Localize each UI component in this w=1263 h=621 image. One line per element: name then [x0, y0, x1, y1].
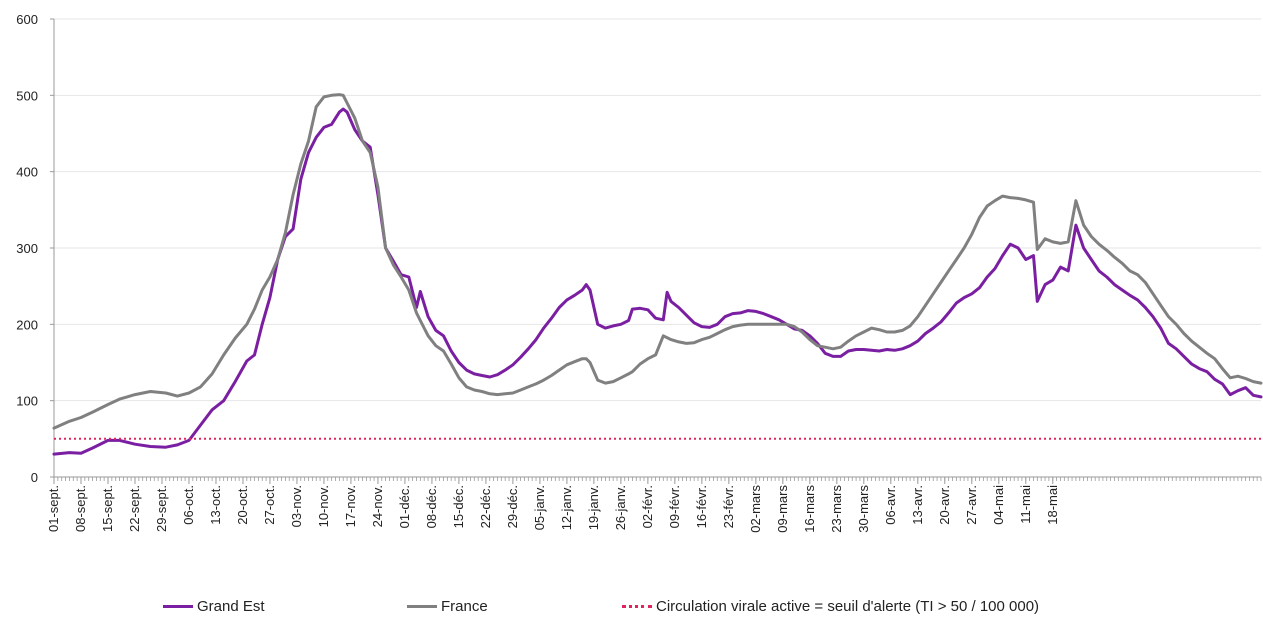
- x-tick-label: 20-avr.: [937, 485, 952, 525]
- y-tick-label: 400: [16, 165, 38, 180]
- x-tick-label: 22-déc.: [478, 485, 493, 528]
- x-tick-label: 04-mai: [991, 485, 1006, 525]
- x-tick-label: 05-janv.: [532, 485, 547, 530]
- x-tick-label: 06-oct.: [181, 485, 196, 525]
- x-tick-label: 27-avr.: [964, 485, 979, 525]
- x-tick-label: 22-sept.: [127, 485, 142, 532]
- x-tick-label: 29-déc.: [505, 485, 520, 528]
- legend: Grand Est France Circulation virale acti…: [0, 598, 1263, 620]
- x-tick-label: 02-mars: [748, 485, 763, 533]
- x-tick-label: 30-mars: [856, 485, 871, 533]
- legend-label-grand-est: Grand Est: [197, 598, 265, 615]
- y-tick-label: 100: [16, 394, 38, 409]
- legend-label-threshold: Circulation virale active = seuil d'aler…: [656, 598, 1040, 615]
- x-tick-label: 03-nov.: [289, 485, 304, 527]
- x-tick-label: 01-déc.: [397, 485, 412, 528]
- y-tick-label: 600: [16, 12, 38, 27]
- gridlines: [54, 18, 1261, 402]
- x-tick-label: 24-nov.: [370, 485, 385, 527]
- x-tick-label: 08-déc.: [424, 485, 439, 528]
- x-tick-label: 26-janv.: [613, 485, 628, 530]
- y-tick-label: 0: [31, 470, 38, 485]
- y-axis-ticks: 0 100 200 300 400 500 600: [16, 12, 38, 485]
- legend-swatch-threshold: [622, 605, 652, 608]
- x-tick-label: 16-mars: [802, 485, 817, 533]
- x-tick-label: 02-févr.: [640, 485, 655, 528]
- x-tick-label: 13-avr.: [910, 485, 925, 525]
- series-lines: [52, 93, 1263, 456]
- x-tick-label: 23-févr.: [721, 485, 736, 528]
- series-line-1: [52, 93, 1263, 430]
- x-tick-label: 23-mars: [829, 485, 844, 533]
- legend-swatch-france: [407, 605, 437, 608]
- x-tick-label: 10-nov.: [316, 485, 331, 527]
- x-tick-label: 27-oct.: [262, 485, 277, 525]
- line-chart: 0 100 200 300 400 500 600 01-sept. 08-sept. 15-s…: [16, 12, 1263, 533]
- x-tick-label: 17-nov.: [343, 485, 358, 527]
- x-tick-label: 06-avr.: [883, 485, 898, 525]
- x-axis-ticks: 01-sept. 08-sept. 15-sept. 22-sept. 29-sept.…: [46, 477, 1060, 533]
- legend-item-threshold: Circulation virale active = seuil d'aler…: [622, 598, 1039, 615]
- x-tick-label: 20-oct.: [235, 485, 250, 525]
- axes: [50, 18, 1262, 481]
- x-tick-label: 29-sept.: [154, 485, 169, 532]
- x-tick-label: 15-déc.: [451, 485, 466, 528]
- x-tick-label: 01-sept.: [46, 485, 61, 532]
- x-tick-label: 09-févr.: [667, 485, 682, 528]
- x-tick-label: 18-mai: [1045, 485, 1060, 525]
- y-tick-label: 300: [16, 241, 38, 256]
- y-tick-label: 200: [16, 317, 38, 332]
- x-tick-label: 13-oct.: [208, 485, 223, 525]
- x-tick-label: 09-mars: [775, 485, 790, 533]
- x-tick-label: 15-sept.: [100, 485, 115, 532]
- x-tick-label: 12-janv.: [559, 485, 574, 530]
- legend-label-france: France: [441, 598, 488, 615]
- legend-item-grand-est: Grand Est: [163, 598, 265, 615]
- y-tick-label: 500: [16, 88, 38, 103]
- x-tick-label: 19-janv.: [586, 485, 601, 530]
- legend-swatch-grand-est: [163, 605, 193, 608]
- x-tick-label: 11-mai: [1018, 485, 1033, 524]
- series-line-0: [52, 107, 1263, 456]
- x-tick-label: 08-sept.: [73, 485, 88, 532]
- legend-item-france: France: [407, 598, 488, 615]
- x-tick-label: 16-févr.: [694, 485, 709, 528]
